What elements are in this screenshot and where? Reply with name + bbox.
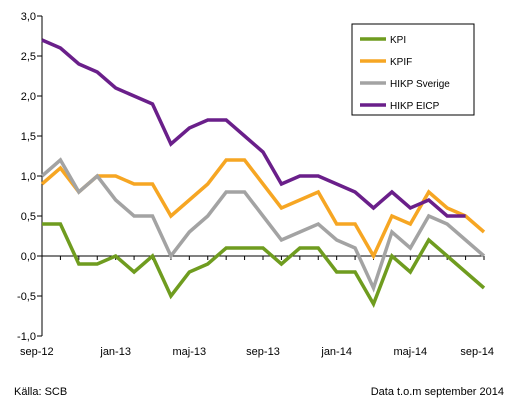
series-line-hikp-sverige bbox=[40, 157, 486, 293]
x-tick-label: sep-13 bbox=[246, 346, 280, 358]
legend-label-kpif: KPIF bbox=[390, 57, 412, 68]
legend: KPI KPIF HIKP Sverige HIKP EICP bbox=[351, 23, 475, 116]
y-tick-label: 0,5 bbox=[21, 211, 36, 223]
x-tick-label: maj-13 bbox=[173, 346, 207, 358]
y-axis: -1,0 -0,5 0,0 0,5 1,0 1,5 2,0 2,5 3,0 bbox=[17, 11, 42, 343]
x-axis: sep-12 jan-13 maj-13 sep-13 jan-14 maj-14 sep-… bbox=[20, 256, 494, 358]
x-tick-label: sep-12 bbox=[20, 346, 54, 358]
y-tick-label: -0,5 bbox=[17, 291, 36, 303]
y-tick-label: 3,0 bbox=[21, 11, 36, 23]
legend-label-kpi: KPI bbox=[390, 35, 406, 46]
x-tick-label: jan-14 bbox=[320, 346, 352, 358]
y-tick-label: 2,5 bbox=[21, 51, 36, 63]
series-line-kpi bbox=[42, 222, 486, 309]
x-tick-label: jan-13 bbox=[99, 346, 131, 358]
data-note: Data t.o.m september 2014 bbox=[370, 386, 504, 398]
y-tick-label: 1,5 bbox=[21, 131, 36, 143]
series-lines bbox=[40, 38, 486, 309]
x-tick-label: sep-14 bbox=[460, 346, 494, 358]
legend-label-hikp-sverige: HIKP Sverige bbox=[390, 79, 450, 90]
series-line-hikp-eicp bbox=[41, 38, 466, 218]
legend-label-hikp-eicp: HIKP EICP bbox=[390, 101, 440, 112]
y-tick-label: -1,0 bbox=[17, 331, 36, 343]
x-tick-label: maj-14 bbox=[394, 346, 428, 358]
series-line-kpif bbox=[40, 158, 486, 260]
source-note: Källa: SCB bbox=[14, 386, 68, 398]
y-tick-label: 2,0 bbox=[21, 91, 36, 103]
y-tick-label: 0,0 bbox=[21, 251, 36, 263]
y-tick-label: 1,0 bbox=[21, 171, 36, 183]
